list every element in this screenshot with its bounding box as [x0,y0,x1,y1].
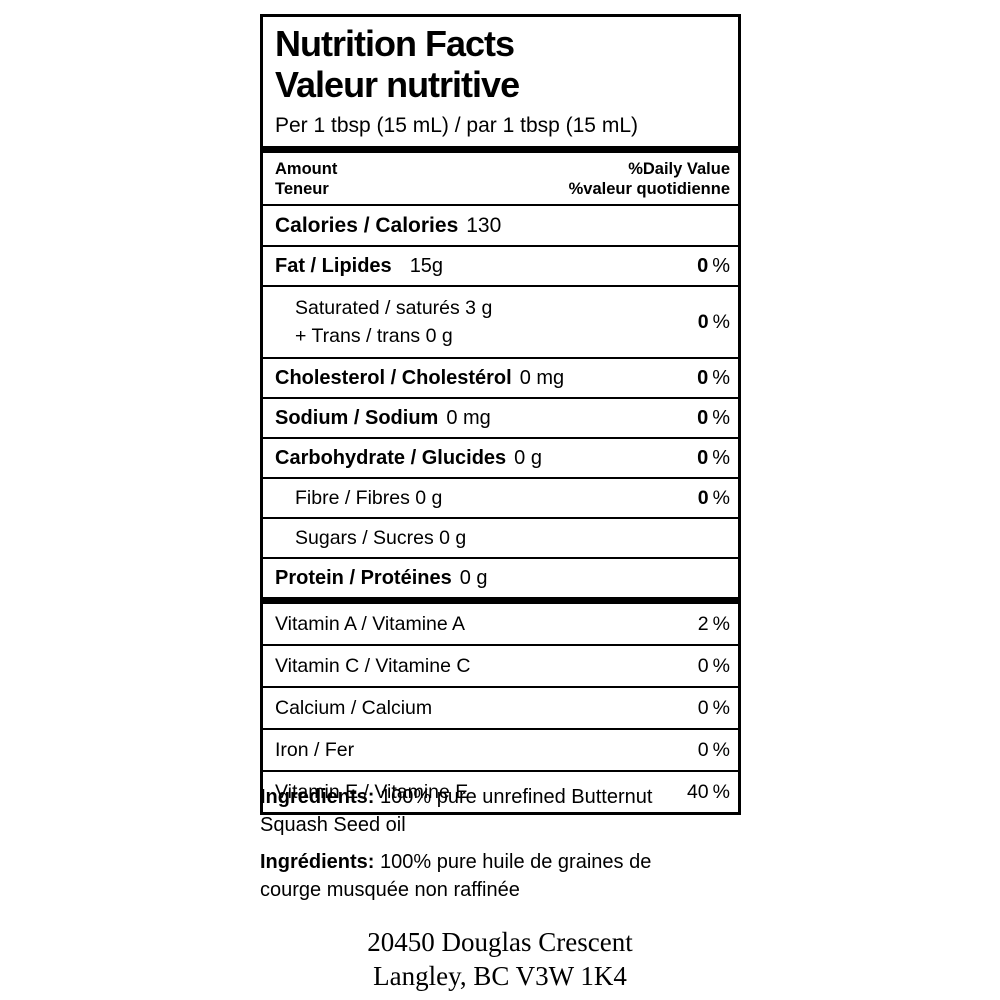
sugars-name: Sugars / Sucres 0 g [295,527,467,549]
saturated-name: Saturated / saturés 3 g [295,297,493,319]
address-line-2: Langley, BC V3W 1K4 [373,961,627,991]
percent-sign: % [712,739,730,761]
column-amount-fr: Teneur [275,180,329,198]
column-dv-en: %Daily Value [628,160,730,178]
percent-sign: % [712,655,730,677]
row-sodium: Sodium / Sodium 0 mg 0% [263,399,738,439]
ingredients-text-fr: 100% pure huile de graines de courge mus… [260,851,652,901]
serving-size: Per 1 tbsp (15 mL) / par 1 tbsp (15 mL) [263,105,738,153]
row-calcium: Calcium / Calcium 0% [263,688,738,730]
address: 20450 Douglas Crescent Langley, BC V3W 1… [0,925,1000,993]
calories-name: Calories / Calories [275,214,459,237]
sodium-name: Sodium / Sodium [275,407,439,429]
row-vitamin-a: Vitamin A / Vitamine A 2% [263,604,738,646]
ingredients-section: Ingredients: 100% pure unrefined Buttern… [260,783,712,913]
vitamin-c-daily-value: 0% [697,655,730,677]
fat-amount: 15g [409,255,444,277]
column-header-daily-value: %Daily Value %valeur quotidienne [569,159,730,199]
percent-sign: % [712,407,730,429]
percent-sign: % [712,255,730,277]
percent-sign: % [712,487,730,509]
row-protein: Protein / Protéines 0 g [263,559,738,604]
title-french: Valeur nutritive [275,64,520,105]
row-calories: Calories / Calories 130 [263,206,738,247]
calcium-daily-value: 0% [697,697,730,719]
saturated-trans-daily-value: 0% [697,311,730,333]
percent-sign: % [712,613,730,635]
fibre-daily-value: 0% [697,487,730,509]
vitamin-a-daily-value: 2% [697,613,730,635]
percent-sign: % [712,447,730,469]
column-dv-fr: %valeur quotidienne [568,180,730,198]
iron-name: Iron / Fer [275,739,355,761]
column-amount-en: Amount [275,160,338,178]
row-sugars: Sugars / Sucres 0 g [263,519,738,559]
label-header: Nutrition Facts Valeur nutritive [263,17,738,105]
vitamin-e-name: Vitamin E / Vitamine E [275,781,469,803]
address-line-1: 20450 Douglas Crescent [367,927,633,957]
vitamin-e-daily-value: 40% [686,781,730,803]
calories-value: 130 [466,214,502,237]
sodium-daily-value: 0% [697,407,730,429]
protein-amount: 0 g [459,567,488,589]
row-vitamin-c: Vitamin C / Vitamine C 0% [263,646,738,688]
row-carbohydrate: Carbohydrate / Glucides 0 g 0% [263,439,738,479]
ingredients-label-fr: Ingrédients: [260,851,375,873]
row-fibre: Fibre / Fibres 0 g 0% [263,479,738,519]
row-saturated-trans: Saturated / saturés 3 g + Trans / trans … [263,287,738,359]
row-vitamin-e: Vitamin E / Vitamine E 40% [263,772,738,812]
ingredients-english: Ingredients: 100% pure unrefined Buttern… [260,783,712,839]
vitamin-a-name: Vitamin A / Vitamine A [275,613,466,635]
row-iron: Iron / Fer 0% [263,730,738,772]
fat-name: Fat / Lipides [275,255,392,277]
protein-name: Protein / Protéines [275,567,452,589]
carbohydrate-amount: 0 g [514,447,542,469]
cholesterol-daily-value: 0% [697,367,730,389]
ingredients-text-en: 100% pure unrefined Butternut Squash See… [260,786,653,836]
row-fat: Fat / Lipides 15g 0% [263,247,738,287]
percent-sign: % [712,697,730,719]
fibre-name: Fibre / Fibres 0 g [295,487,443,509]
trans-name: + Trans / trans 0 g [295,325,453,347]
title-english: Nutrition Facts [275,23,515,64]
nutrition-facts-label: Nutrition Facts Valeur nutritive Per 1 t… [260,14,741,815]
row-cholesterol: Cholesterol / Cholestérol 0 mg 0% [263,359,738,399]
carbohydrate-name: Carbohydrate / Glucides [275,447,507,469]
cholesterol-name: Cholesterol / Cholestérol [275,367,512,389]
percent-sign: % [712,311,730,333]
percent-sign: % [712,367,730,389]
carbohydrate-daily-value: 0% [697,447,730,469]
fat-daily-value: 0% [697,255,730,277]
cholesterol-amount: 0 mg [519,367,565,389]
calcium-name: Calcium / Calcium [275,697,433,719]
column-header-amount: Amount Teneur [275,159,337,199]
column-headers: Amount Teneur %Daily Value %valeur quoti… [263,153,738,206]
ingredients-french: Ingrédients: 100% pure huile de graines … [260,848,712,904]
ingredients-label-en: Ingredients: [260,786,375,808]
sodium-amount: 0 mg [446,407,491,429]
percent-sign: % [712,781,730,803]
iron-daily-value: 0% [697,739,730,761]
vitamin-c-name: Vitamin C / Vitamine C [275,655,471,677]
